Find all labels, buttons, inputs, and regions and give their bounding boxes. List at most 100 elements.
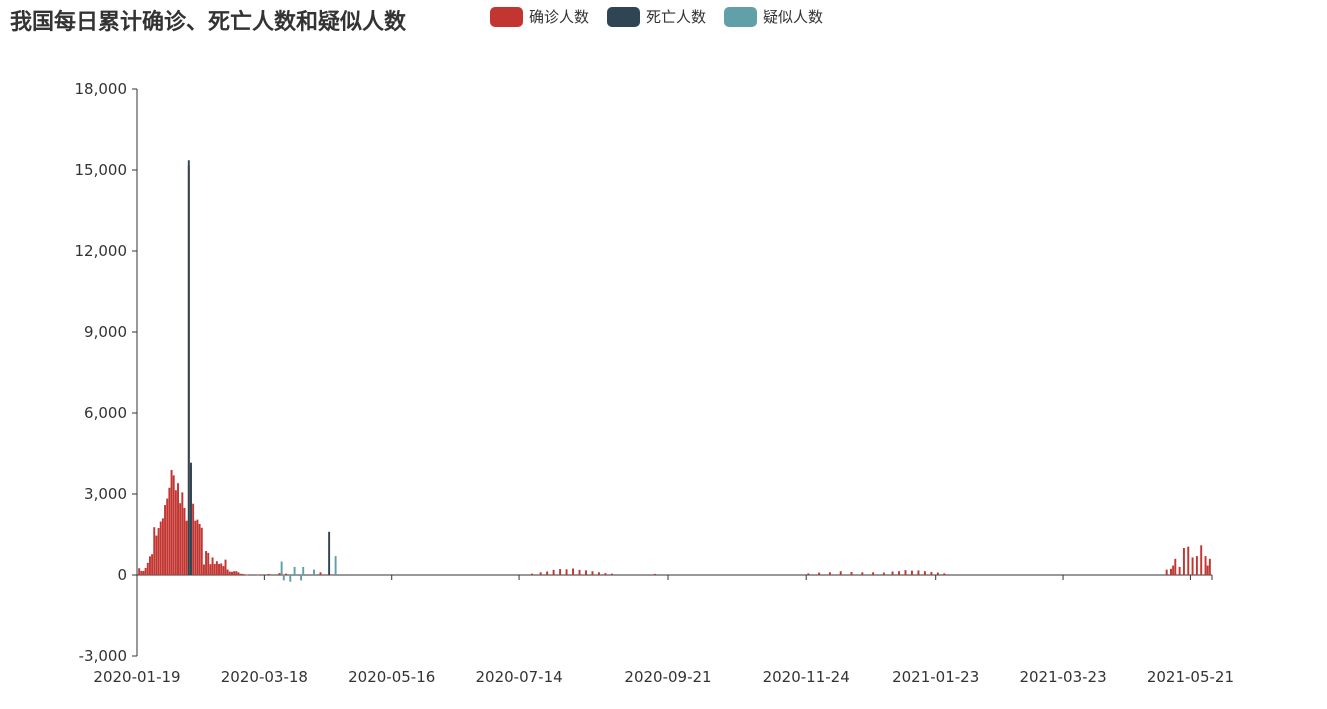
bar-confirmed[interactable] (1191, 557, 1194, 575)
bar-confirmed[interactable] (604, 573, 607, 575)
bar-confirmed[interactable] (591, 571, 594, 575)
bar-confirmed[interactable] (585, 570, 587, 575)
bar-confirmed[interactable] (597, 572, 600, 575)
bar-confirmed[interactable] (151, 554, 154, 575)
bar-suspected[interactable] (282, 575, 285, 581)
bar-confirmed[interactable] (578, 569, 581, 575)
bar-deaths[interactable] (328, 531, 331, 575)
bar-confirmed[interactable] (231, 571, 233, 575)
bar-confirmed[interactable] (148, 556, 151, 575)
bar-confirmed[interactable] (1208, 558, 1211, 575)
bar-confirmed[interactable] (226, 569, 229, 575)
bar-confirmed[interactable] (861, 572, 864, 575)
bar-confirmed[interactable] (807, 573, 810, 575)
bar-confirmed[interactable] (936, 572, 939, 575)
bar-confirmed[interactable] (898, 571, 900, 575)
bar-confirmed[interactable] (943, 573, 946, 575)
bar-confirmed[interactable] (1178, 566, 1181, 575)
bar-confirmed[interactable] (202, 564, 205, 575)
bar-confirmed[interactable] (142, 570, 145, 575)
legend-item-deaths[interactable]: 死亡人数 (607, 6, 706, 27)
bar-confirmed[interactable] (565, 569, 568, 575)
bar-confirmed[interactable] (196, 519, 199, 575)
bar-confirmed[interactable] (531, 573, 534, 575)
bar-confirmed[interactable] (539, 572, 542, 575)
bar-confirmed[interactable] (181, 492, 184, 575)
bar-confirmed[interactable] (207, 552, 210, 575)
bar-confirmed[interactable] (828, 572, 831, 575)
bar-confirmed[interactable] (1174, 558, 1177, 575)
bar-confirmed[interactable] (872, 572, 875, 575)
bar-confirmed[interactable] (1200, 545, 1203, 575)
bar-confirmed[interactable] (1204, 556, 1207, 575)
bar-confirmed[interactable] (218, 563, 220, 575)
bar-confirmed[interactable] (1195, 556, 1198, 575)
bar-confirmed[interactable] (233, 571, 236, 575)
bar-confirmed[interactable] (179, 503, 182, 575)
bar-confirmed[interactable] (211, 557, 214, 575)
bar-confirmed[interactable] (882, 572, 885, 575)
bar-confirmed[interactable] (235, 571, 238, 575)
bar-confirmed[interactable] (654, 573, 657, 575)
bar-confirmed[interactable] (610, 573, 613, 575)
bar-confirmed[interactable] (172, 475, 175, 575)
bar-confirmed[interactable] (194, 520, 197, 575)
bar-confirmed[interactable] (198, 523, 201, 575)
bar-confirmed[interactable] (237, 572, 240, 575)
bar-confirmed[interactable] (1187, 546, 1190, 575)
bar-suspected[interactable] (302, 566, 305, 575)
bar-confirmed[interactable] (572, 568, 575, 575)
bar-confirmed[interactable] (164, 505, 167, 575)
bar-confirmed[interactable] (910, 570, 913, 575)
bar-suspected[interactable] (280, 561, 283, 576)
bar-confirmed[interactable] (904, 570, 907, 575)
legend-item-suspected[interactable]: 疑似人数 (724, 6, 823, 27)
bar-confirmed[interactable] (170, 469, 173, 575)
bar-confirmed[interactable] (278, 573, 281, 575)
bar-confirmed[interactable] (177, 483, 179, 575)
bar-confirmed[interactable] (241, 573, 244, 575)
bar-confirmed[interactable] (850, 572, 853, 575)
bar-confirmed[interactable] (1170, 568, 1172, 575)
bar-confirmed[interactable] (183, 508, 186, 575)
bar-confirmed[interactable] (140, 570, 143, 575)
bar-confirmed[interactable] (200, 527, 203, 575)
bar-confirmed[interactable] (224, 559, 227, 575)
bar-confirmed[interactable] (144, 567, 147, 575)
bar-suspected[interactable] (334, 556, 337, 575)
bar-confirmed[interactable] (891, 571, 894, 575)
bar-confirmed[interactable] (839, 571, 842, 575)
bar-confirmed[interactable] (267, 573, 270, 575)
bar-confirmed[interactable] (185, 520, 188, 575)
bar-confirmed[interactable] (215, 561, 218, 575)
bar-confirmed[interactable] (157, 528, 160, 575)
bar-confirmed[interactable] (330, 574, 333, 576)
bar-confirmed[interactable] (1182, 548, 1185, 575)
bar-confirmed[interactable] (1165, 569, 1168, 575)
bar-confirmed[interactable] (228, 571, 231, 575)
bar-confirmed[interactable] (174, 490, 177, 575)
bar-confirmed[interactable] (246, 574, 249, 576)
bar-confirmed[interactable] (917, 570, 920, 575)
bar-confirmed[interactable] (168, 487, 171, 575)
bar-confirmed[interactable] (284, 573, 287, 575)
bar-confirmed[interactable] (1172, 565, 1175, 575)
bar-confirmed[interactable] (930, 572, 933, 575)
bar-confirmed[interactable] (559, 569, 562, 575)
bar-deaths[interactable] (187, 160, 190, 575)
bar-confirmed[interactable] (155, 535, 158, 575)
bar-confirmed[interactable] (552, 569, 555, 575)
bar-confirmed[interactable] (222, 566, 225, 575)
bar-confirmed[interactable] (239, 573, 242, 575)
bar-suspected[interactable] (289, 575, 292, 582)
bar-confirmed[interactable] (192, 503, 195, 575)
bar-confirmed[interactable] (161, 518, 164, 575)
bar-confirmed[interactable] (146, 562, 149, 575)
legend-item-confirmed[interactable]: 确诊人数 (490, 6, 589, 27)
bar-confirmed[interactable] (923, 571, 926, 575)
bar-confirmed[interactable] (205, 550, 208, 575)
bar-confirmed[interactable] (209, 564, 212, 575)
bar-confirmed[interactable] (220, 563, 223, 575)
bar-confirmed[interactable] (153, 527, 156, 575)
bar-suspected[interactable] (313, 569, 315, 575)
